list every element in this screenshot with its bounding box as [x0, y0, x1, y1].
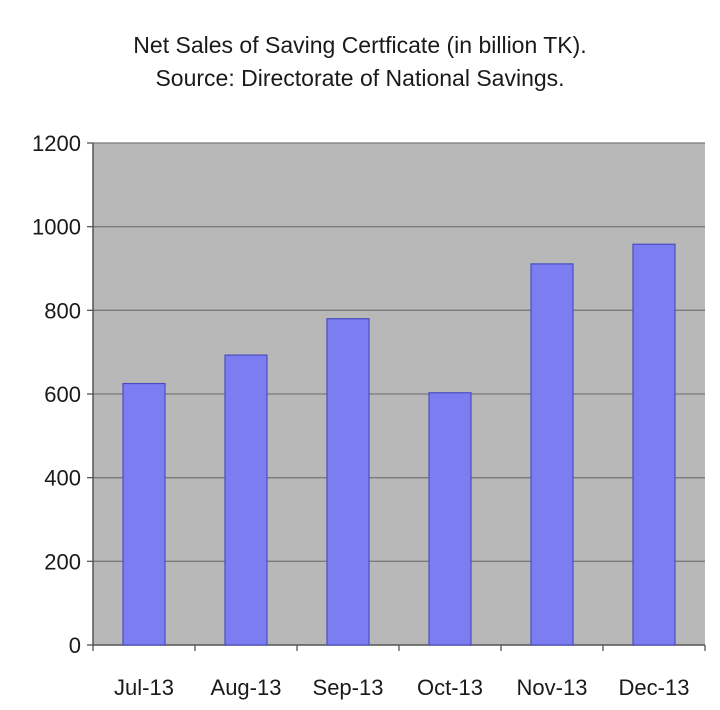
- x-tick-label: Sep-13: [313, 675, 384, 700]
- chart-subtitle: Source: Directorate of National Savings.: [155, 65, 565, 91]
- y-tick-label: 400: [44, 466, 81, 491]
- x-tick-label: Jul-13: [114, 675, 174, 700]
- x-tick-label: Oct-13: [417, 675, 483, 700]
- bar: [632, 243, 676, 646]
- y-tick-label: 800: [44, 298, 81, 323]
- bar: [224, 354, 268, 646]
- y-tick-label: 200: [44, 549, 81, 574]
- bar: [530, 263, 574, 646]
- bar: [122, 382, 166, 646]
- y-tick-label: 0: [69, 633, 81, 658]
- chart-title: Net Sales of Saving Certficate (in billi…: [133, 32, 587, 58]
- x-tick-label: Dec-13: [619, 675, 690, 700]
- bar: [326, 318, 370, 646]
- x-tick-label: Nov-13: [517, 675, 588, 700]
- y-tick-label: 1200: [32, 131, 81, 156]
- bar: [428, 392, 472, 646]
- x-tick-label: Aug-13: [211, 675, 282, 700]
- y-tick-label: 1000: [32, 215, 81, 240]
- y-tick-label: 600: [44, 382, 81, 407]
